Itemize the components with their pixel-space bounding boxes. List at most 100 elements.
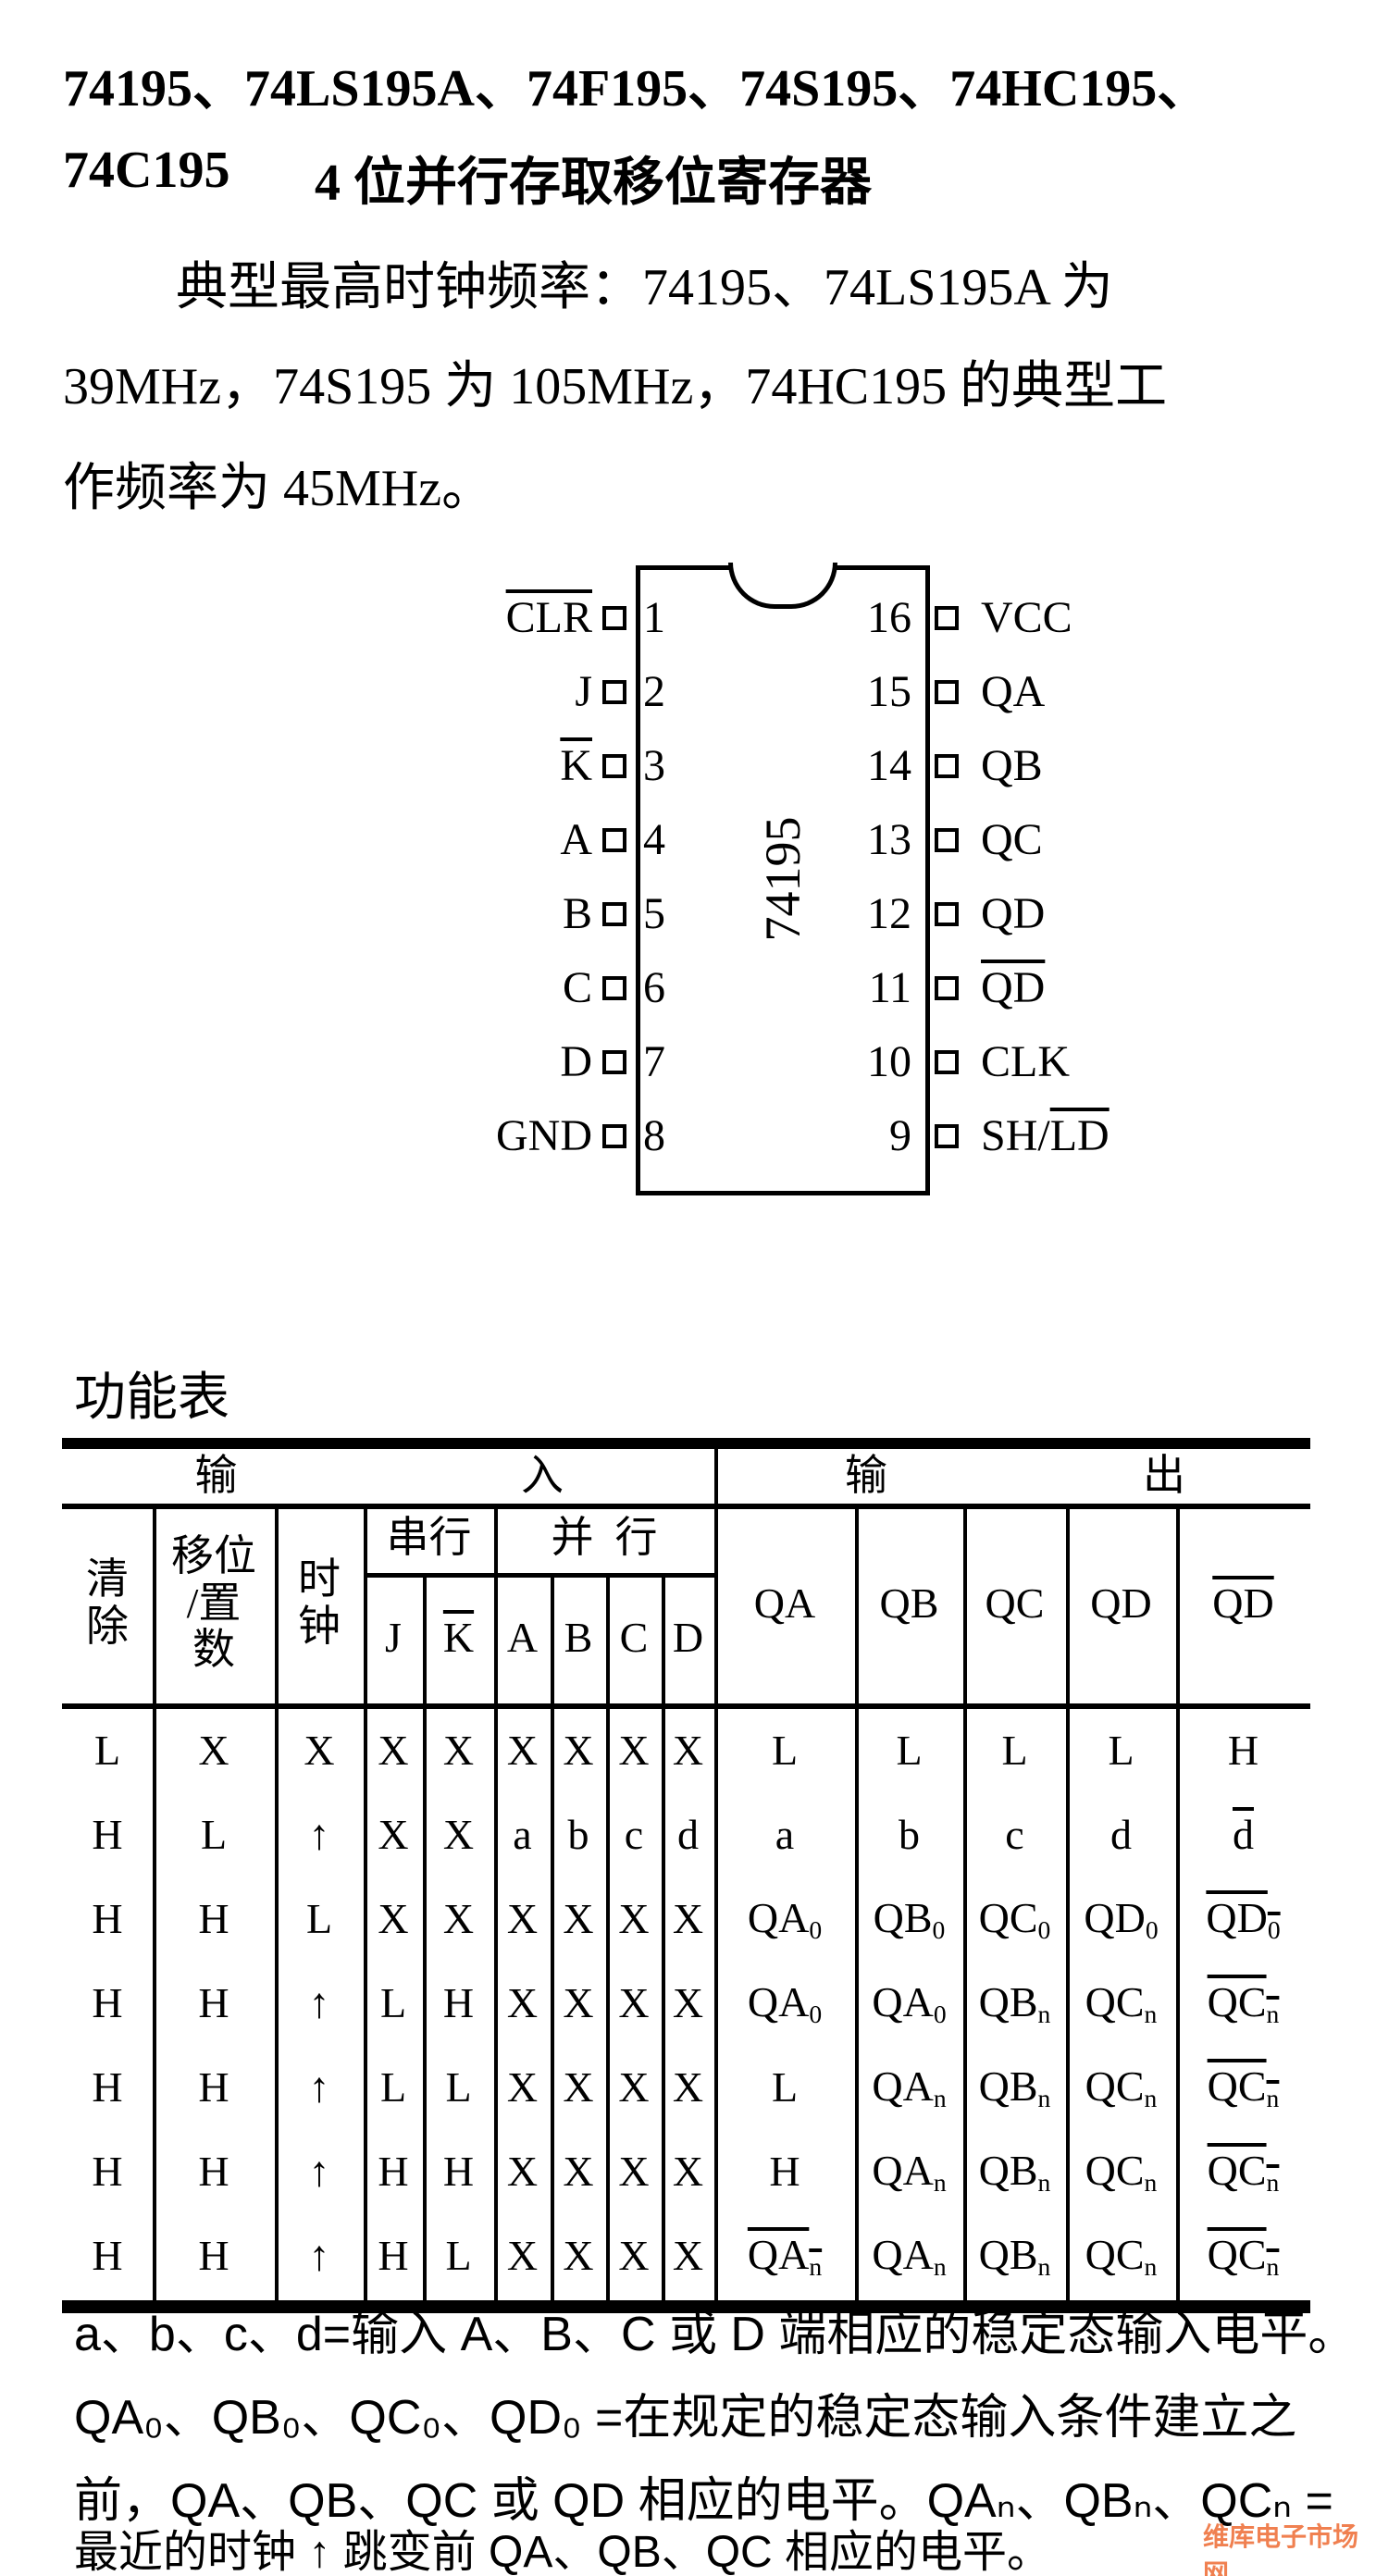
pin-box (935, 1124, 959, 1148)
table-cell: d (1176, 1793, 1310, 1877)
table-cell: X (606, 2046, 662, 2130)
cell-text: H (198, 1895, 229, 1943)
pin-box (935, 976, 959, 1000)
cell-text: H (198, 2232, 229, 2280)
cell-text: QBn (978, 1977, 1051, 2028)
title-part: 74C195 (63, 142, 230, 199)
cell-text: QCn (1085, 2230, 1158, 2281)
table-cell: QBn (963, 2214, 1066, 2298)
table-cell: X (494, 1877, 551, 1962)
pin-box (602, 1050, 626, 1074)
cell-text: QCn (1207, 2146, 1280, 2197)
table-cell: L (364, 2046, 423, 2130)
table-cell: H (364, 2214, 423, 2298)
cell-text: X (506, 2148, 539, 2196)
group-output-1: 输 (845, 1452, 887, 1500)
pin-box (602, 754, 626, 778)
pin-number: 13 (867, 815, 911, 864)
group-input-2: 入 (521, 1452, 564, 1500)
watermark-brand: 维库电子市场网 (1203, 2521, 1359, 2576)
table-cell: X (662, 2214, 714, 2298)
cell-text: X (506, 1727, 539, 1775)
header-J: J (385, 1614, 402, 1662)
pin-box (935, 754, 959, 778)
cell-text: X (442, 1895, 475, 1943)
table-cell: a (494, 1793, 551, 1877)
cell-text: QCn (1207, 2230, 1280, 2281)
column-divider (855, 1504, 859, 2300)
table-cell: QCn (1066, 2130, 1176, 2214)
table-cell: L (423, 2046, 494, 2130)
table-cell: H (62, 1793, 153, 1877)
header-A: A (506, 1614, 539, 1662)
table-cell: X (551, 2046, 606, 2130)
cell-text: QCn (1085, 2062, 1158, 2112)
pin-box (935, 828, 959, 852)
cell-text: X (618, 1727, 650, 1775)
cell-text: d (1233, 1811, 1254, 1859)
title-description: 4 位并行存取移位寄存器 (315, 155, 872, 212)
cell-text: X (618, 1895, 650, 1943)
column-divider (551, 1573, 554, 2300)
cell-text: X (442, 1811, 475, 1859)
pin-number: 16 (867, 593, 911, 642)
pin-label: QB (981, 741, 1043, 790)
column-divider (662, 1573, 665, 2300)
cell-text: QA0 (747, 1977, 823, 2028)
table-cell: H (423, 2130, 494, 2214)
cell-text: H (92, 1979, 123, 2027)
cell-text: X (563, 2148, 594, 2196)
column-divider (963, 1504, 967, 2300)
table-cell: QAn (855, 2214, 963, 2298)
pin-label: C (562, 963, 592, 1012)
table-cell: d (662, 1793, 714, 1877)
table-cell: X (551, 2130, 606, 2214)
group-input-1: 输 (194, 1452, 238, 1500)
pin-number: 6 (643, 963, 665, 1012)
table-top-rule (62, 1438, 1310, 1449)
cell-text: QAn (747, 2230, 823, 2281)
table-cell: X (364, 1793, 423, 1877)
pin-number: 9 (889, 1111, 911, 1160)
table-cell: X (662, 1877, 714, 1962)
table-cell: X (494, 2130, 551, 2214)
pin-number: 5 (643, 889, 665, 938)
intro-line-2: 39MHz，74S195 为 105MHz，74HC195 的典型工 (63, 358, 1168, 415)
cell-text: X (563, 1727, 594, 1775)
table-cell: QCn (1176, 2046, 1310, 2130)
table-cell: ↑ (275, 1793, 364, 1877)
table-cell: L (62, 1709, 153, 1793)
table-cell: X (364, 1877, 423, 1962)
cell-text: H (92, 2148, 123, 2196)
table-cell: X (606, 1962, 662, 2046)
table-cell: QAn (855, 2130, 963, 2214)
sub-header-rule (364, 1573, 714, 1578)
cell-text: ↑ (308, 1811, 330, 1859)
cell-text: QCn (1207, 2062, 1280, 2112)
cell-text: H (92, 2063, 123, 2112)
pin-box (935, 606, 959, 630)
table-cell: L (423, 2214, 494, 2298)
table-cell: X (494, 2214, 551, 2298)
pin-number: 10 (867, 1037, 911, 1086)
cell-text: X (378, 1811, 409, 1859)
table-cell: ↑ (275, 2130, 364, 2214)
pin-label: CLR (505, 593, 592, 642)
table-cell: X (606, 1877, 662, 1962)
cell-text: X (618, 2063, 650, 2112)
cell-text: X (506, 1979, 539, 2027)
table-cell: X (494, 1962, 551, 2046)
cell-text: L (200, 1811, 228, 1859)
cell-text: H (198, 1979, 229, 2027)
table-cell: L (275, 1877, 364, 1962)
cell-text: H (92, 1811, 123, 1859)
pin-number: 8 (643, 1111, 665, 1160)
cell-text: b (899, 1811, 920, 1859)
table-cell: X (551, 2214, 606, 2298)
pin-number: 12 (867, 889, 911, 938)
cell-text: L (896, 1727, 923, 1775)
table-cell: X (423, 1877, 494, 1962)
cell-text: X (378, 1895, 409, 1943)
pin-label: VCC (981, 593, 1072, 642)
header-K: K (442, 1614, 475, 1662)
